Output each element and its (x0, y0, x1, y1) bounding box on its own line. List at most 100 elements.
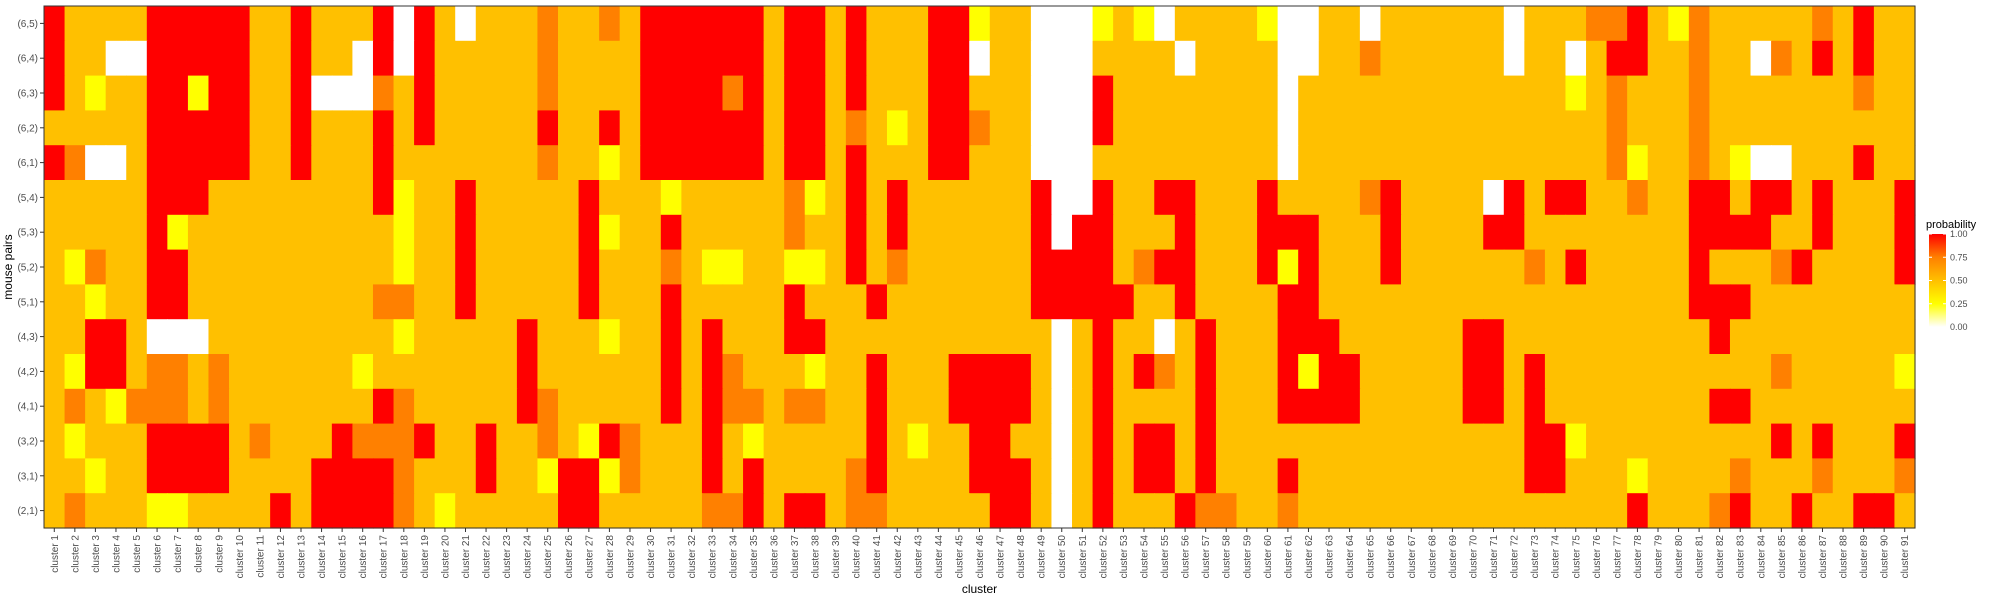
heatmap-cell (1257, 180, 1279, 216)
heatmap-cell (1400, 40, 1423, 77)
heatmap-cell (1894, 458, 1916, 494)
heatmap-cell (886, 75, 909, 111)
heatmap-cell (393, 493, 415, 529)
heatmap-cell (1257, 145, 1279, 181)
heatmap-cell (1174, 145, 1196, 181)
heatmap-cell (1174, 110, 1196, 146)
heatmap-cell (1113, 423, 1135, 459)
heatmap-cell (1606, 354, 1628, 390)
heatmap-cell (1750, 6, 1772, 42)
heatmap-cell (1668, 75, 1690, 111)
heatmap-cell (1647, 423, 1669, 459)
heatmap-cell (1133, 75, 1155, 111)
heatmap-cell (1853, 458, 1875, 494)
x-tick-label: cluster 19 (420, 535, 431, 579)
heatmap-cell (146, 458, 168, 494)
heatmap-cell (1832, 249, 1854, 285)
heatmap-cell (1339, 249, 1361, 285)
heatmap-cell (619, 458, 641, 494)
heatmap-cell (1832, 214, 1854, 251)
x-tick-label: cluster 75 (1571, 535, 1582, 579)
heatmap-cell (784, 458, 806, 494)
heatmap-cell (537, 388, 559, 425)
heatmap-cell (1729, 319, 1752, 355)
heatmap-cell (599, 249, 621, 285)
heatmap-cell (722, 6, 744, 42)
heatmap-cell (722, 40, 744, 77)
x-tick-label: cluster 5 (132, 535, 143, 573)
heatmap-cell (126, 6, 148, 42)
heatmap-cell (1688, 388, 1710, 425)
heatmap-cell (1668, 423, 1690, 459)
x-tick-label: cluster 54 (1139, 535, 1150, 579)
heatmap-cell (1072, 145, 1094, 181)
heatmap-cell (681, 423, 703, 459)
heatmap-cell (1195, 145, 1217, 181)
y-tick-label: (5,3) (17, 228, 38, 239)
heatmap-cell (1544, 6, 1567, 42)
heatmap-cell (1873, 423, 1896, 459)
heatmap-cell (1771, 493, 1793, 529)
heatmap-cell (208, 249, 230, 285)
heatmap-cell (44, 388, 66, 425)
heatmap-cell (1873, 110, 1896, 146)
heatmap-cell (208, 493, 230, 529)
heatmap-cell (1133, 319, 1155, 355)
heatmap-cell (1586, 423, 1608, 459)
heatmap-cell (1051, 284, 1073, 320)
heatmap-cell (1771, 40, 1793, 77)
heatmap-cell (866, 145, 888, 181)
heatmap-cell (1030, 214, 1053, 251)
heatmap-cell (1483, 354, 1505, 390)
heatmap-cell (1873, 6, 1896, 42)
heatmap-cell (1359, 423, 1382, 459)
heatmap-cell (1709, 319, 1731, 355)
heatmap-cell (434, 75, 456, 111)
heatmap-cell (496, 214, 518, 251)
heatmap-cell (85, 75, 107, 111)
heatmap-cell (784, 249, 806, 285)
heatmap-cell (619, 145, 641, 181)
heatmap-cell (167, 249, 189, 285)
heatmap-cell (311, 180, 333, 216)
heatmap-cell (1298, 284, 1320, 320)
heatmap-cell (1832, 145, 1854, 181)
heatmap-cell (578, 214, 600, 251)
x-tick-label: cluster 13 (297, 535, 308, 579)
heatmap-cell (1030, 493, 1053, 529)
y-tick-label: (6,2) (17, 123, 38, 134)
y-tick-label: (3,2) (17, 437, 38, 448)
heatmap-cell (1195, 319, 1217, 355)
heatmap-cell (1236, 319, 1258, 355)
heatmap-cell (1359, 388, 1382, 425)
x-tick-label: cluster 41 (872, 535, 883, 579)
heatmap-cell (784, 40, 806, 77)
heatmap-cell (928, 145, 950, 181)
heatmap-cell (270, 214, 292, 251)
heatmap-cell (1544, 110, 1567, 146)
x-tick-label: cluster 86 (1797, 535, 1808, 579)
heatmap-cell (208, 284, 230, 320)
heatmap-cell (1483, 40, 1505, 77)
heatmap-cell (989, 110, 1011, 146)
heatmap-cell (229, 75, 251, 111)
heatmap-cell (969, 40, 991, 77)
heatmap-cell (1113, 214, 1135, 251)
heatmap-cell (208, 354, 230, 390)
heatmap-cell (1832, 6, 1854, 42)
heatmap-cell (989, 354, 1011, 390)
heatmap-cell (1812, 6, 1834, 42)
heatmap-cell (455, 493, 477, 529)
heatmap-cell (85, 6, 107, 42)
heatmap-cell (1483, 6, 1505, 42)
heatmap-cell (948, 458, 970, 494)
heatmap-cell (537, 180, 559, 216)
heatmap-cell (1832, 319, 1854, 355)
heatmap-cell (1853, 493, 1875, 529)
heatmap-cell (1688, 75, 1710, 111)
heatmap-cell (1072, 354, 1094, 390)
heatmap-cell (537, 354, 559, 390)
heatmap-cell (1133, 145, 1155, 181)
heatmap-cell (1791, 423, 1813, 459)
